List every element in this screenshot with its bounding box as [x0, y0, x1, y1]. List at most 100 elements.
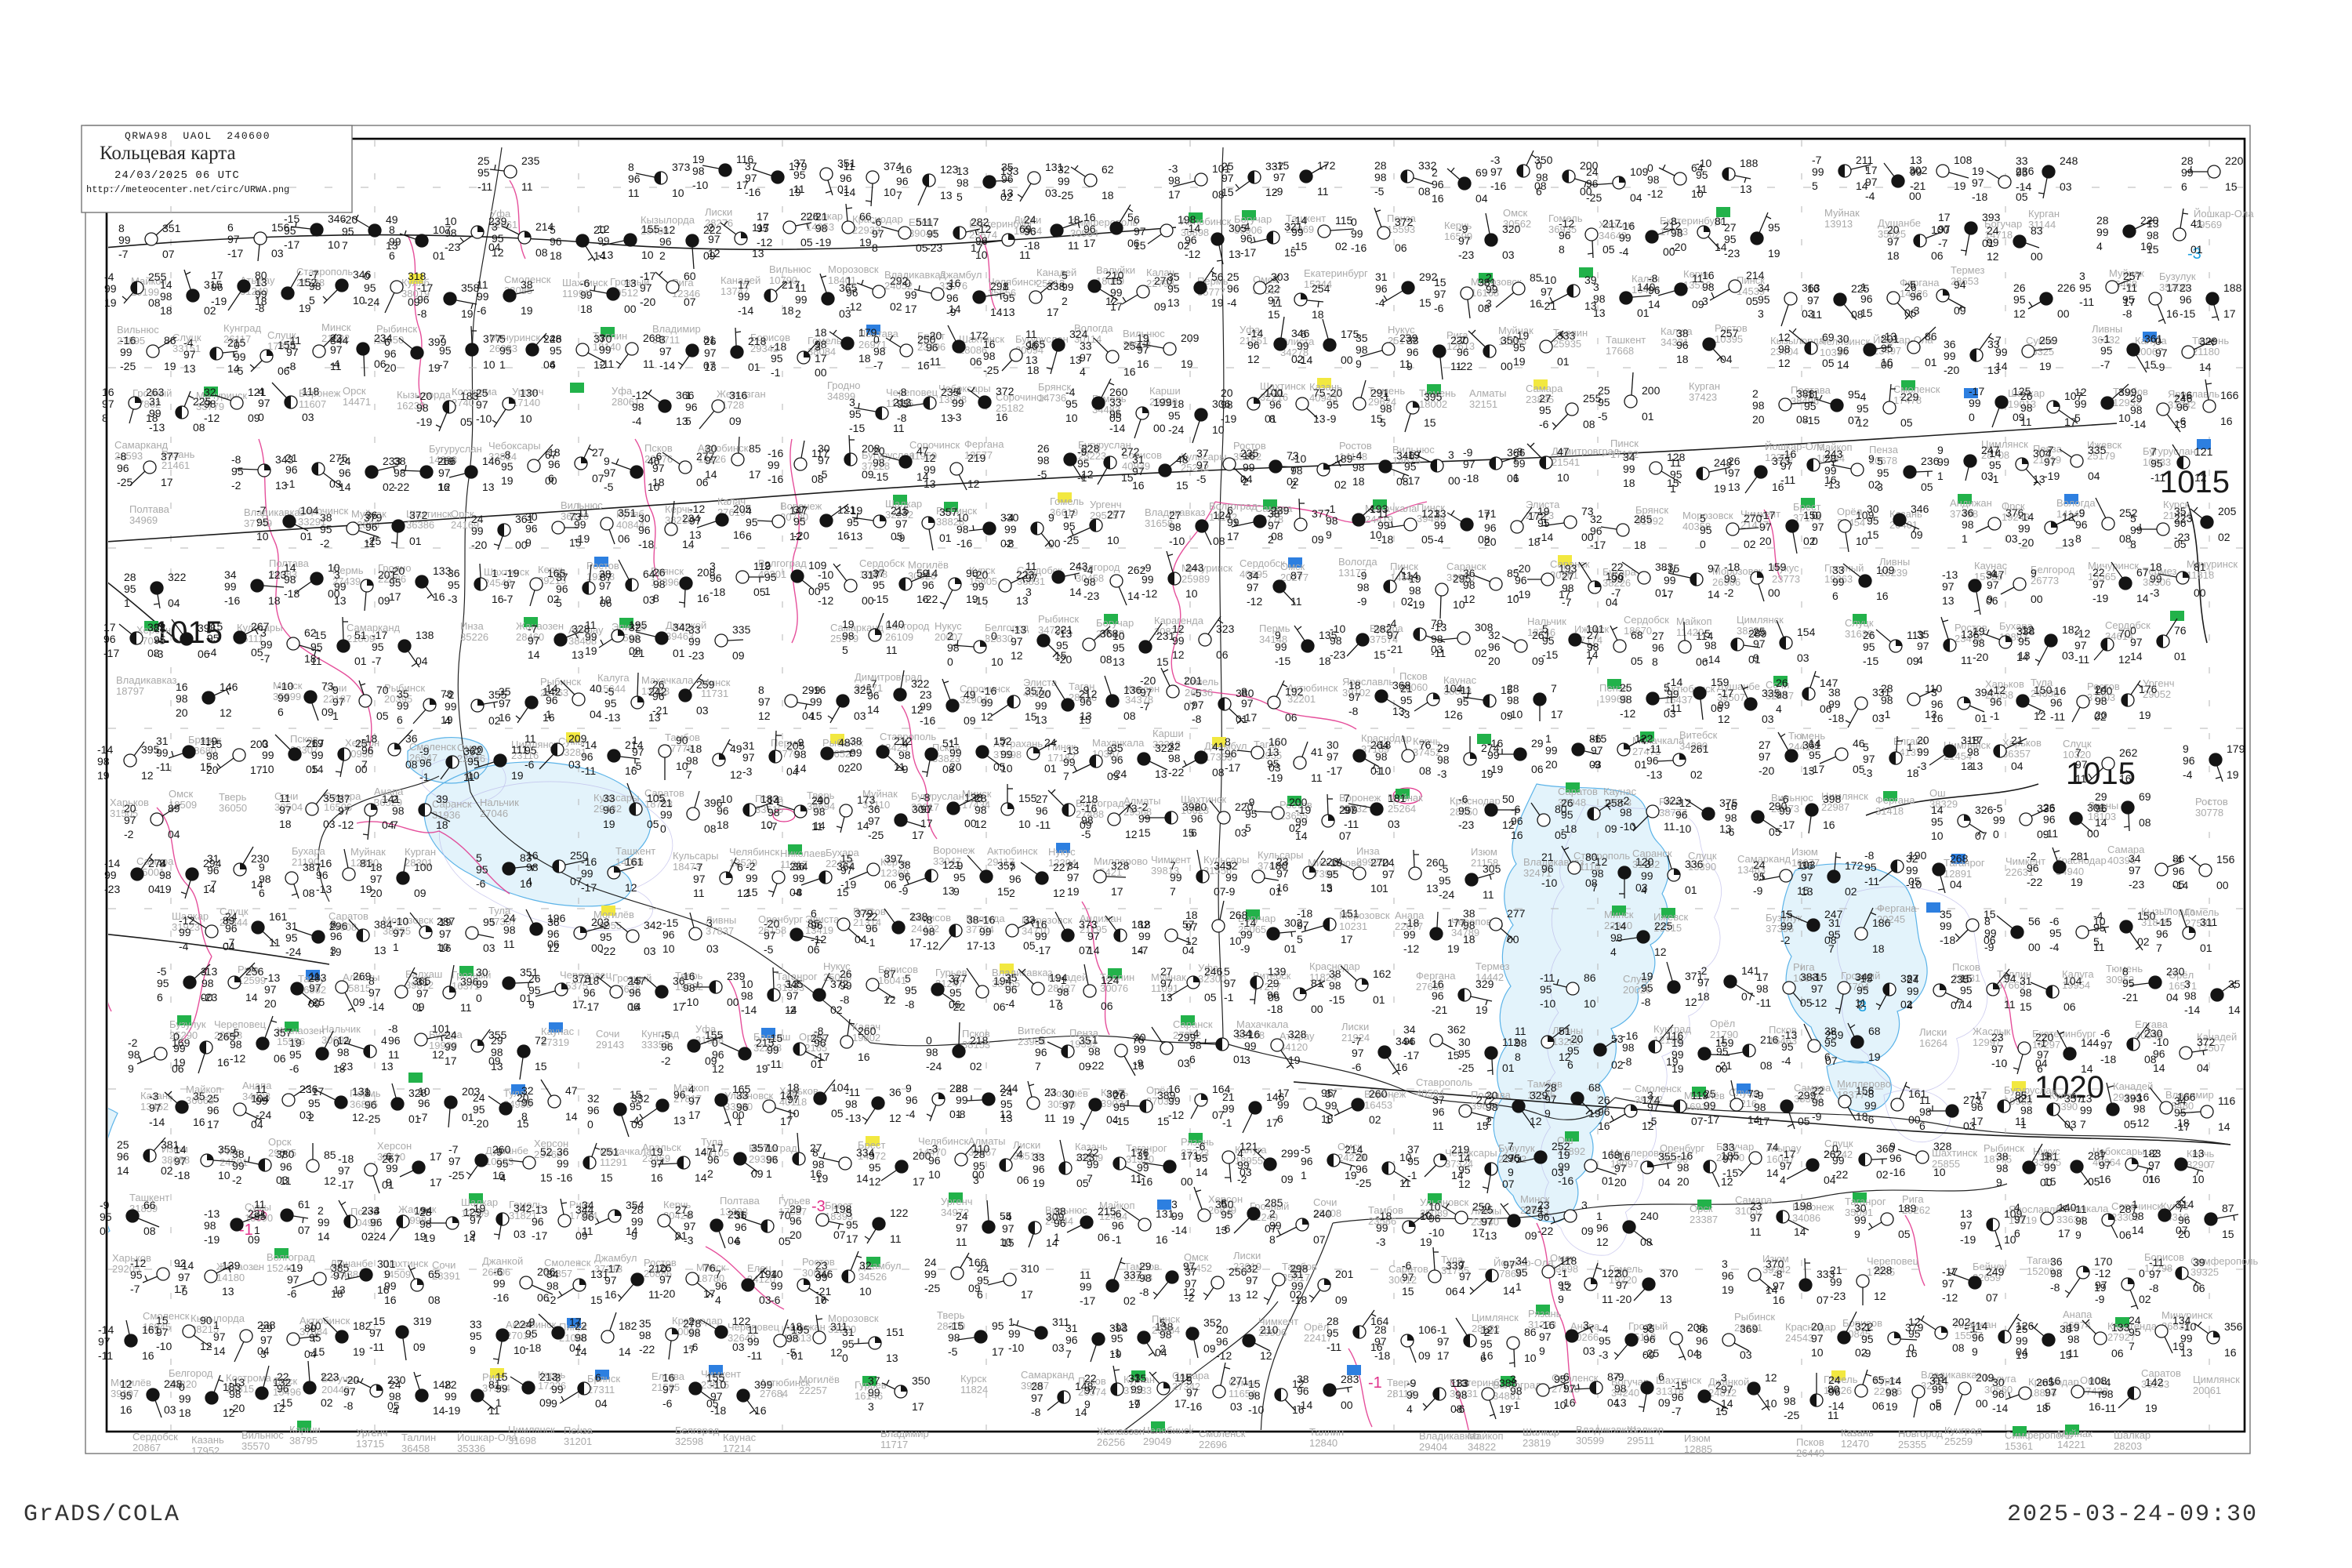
svg-text:395: 395 [1424, 390, 1443, 403]
svg-text:12: 12 [1778, 331, 1791, 343]
svg-text:1: 1 [492, 567, 498, 579]
svg-text:Гродно: Гродно [827, 379, 860, 391]
svg-text:-8: -8 [2122, 307, 2132, 320]
svg-text:13: 13 [624, 277, 637, 289]
svg-text:99: 99 [104, 869, 117, 881]
svg-text:-11: -11 [926, 355, 941, 368]
svg-text:11: 11 [2020, 416, 2032, 428]
svg-text:11: 11 [886, 644, 898, 656]
svg-text:-9: -9 [953, 859, 964, 872]
svg-text:49: 49 [730, 742, 742, 755]
svg-text:Вологда: Вологда [1338, 556, 1377, 568]
svg-text:97: 97 [745, 172, 757, 184]
svg-text:08: 08 [2139, 816, 2151, 829]
svg-text:-7: -7 [503, 593, 514, 605]
svg-text:99: 99 [1724, 572, 1737, 585]
svg-text:21: 21 [2011, 734, 2024, 746]
svg-text:95: 95 [1867, 514, 1879, 527]
svg-text:-9: -9 [1463, 446, 1473, 459]
svg-text:-11: -11 [477, 180, 492, 193]
svg-text:-16: -16 [224, 594, 240, 607]
svg-text:Белгород: Белгород [2031, 564, 2075, 575]
svg-text:5: 5 [1863, 741, 1869, 753]
svg-text:-4: -4 [1434, 533, 1444, 546]
svg-text:0: 0 [905, 277, 911, 289]
svg-text:Муйнак: Муйнак [1824, 207, 1860, 219]
svg-text:17: 17 [1083, 237, 1096, 249]
svg-text:-1: -1 [1326, 503, 1336, 515]
svg-text:96: 96 [1675, 808, 1688, 821]
svg-text:19: 19 [1181, 358, 1193, 370]
svg-text:-16: -16 [956, 537, 972, 550]
svg-text:14: 14 [1648, 298, 1661, 310]
svg-text:98: 98 [1380, 402, 1392, 415]
svg-text:3: 3 [710, 560, 716, 572]
svg-text:98: 98 [1352, 461, 1365, 474]
svg-text:17: 17 [815, 352, 827, 365]
svg-text:-18: -18 [1724, 561, 1740, 573]
svg-text:01: 01 [300, 530, 313, 543]
svg-text:28: 28 [1824, 452, 1837, 465]
svg-text:99: 99 [1910, 165, 1922, 178]
svg-text:96: 96 [285, 463, 298, 476]
svg-text:6: 6 [389, 249, 395, 262]
svg-text:19: 19 [692, 153, 705, 165]
svg-text:226: 226 [2057, 281, 2076, 294]
svg-text:96: 96 [2027, 862, 2039, 874]
svg-text:02: 02 [838, 762, 851, 775]
svg-text:-17: -17 [1327, 764, 1342, 777]
svg-text:14: 14 [2199, 361, 2212, 373]
svg-text:98: 98 [2130, 404, 2143, 416]
svg-text:95: 95 [953, 871, 966, 884]
svg-text:-12: -12 [179, 914, 194, 927]
svg-text:99: 99 [278, 691, 290, 704]
svg-text:98: 98 [1431, 633, 1443, 645]
svg-text:16: 16 [2220, 415, 2233, 427]
svg-text:384: 384 [374, 918, 393, 931]
svg-text:96: 96 [1586, 177, 1599, 190]
svg-text:08: 08 [1418, 185, 1431, 198]
svg-text:08: 08 [1419, 764, 1432, 777]
svg-text:9: 9 [2183, 742, 2189, 755]
svg-text:98: 98 [1587, 641, 1599, 653]
svg-text:99: 99 [120, 346, 132, 358]
svg-text:96: 96 [1990, 695, 2002, 708]
svg-text:372: 372 [996, 385, 1014, 397]
svg-text:97: 97 [1917, 640, 1929, 652]
svg-text:-12: -12 [1647, 187, 1663, 200]
svg-text:14: 14 [1931, 804, 1944, 816]
svg-text:95: 95 [600, 931, 612, 943]
svg-text:97: 97 [920, 803, 933, 815]
svg-text:20: 20 [124, 802, 136, 815]
svg-text:24: 24 [1586, 165, 1599, 178]
svg-text:26: 26 [1863, 629, 1875, 641]
svg-text:-11: -11 [2079, 296, 2094, 308]
svg-text:104: 104 [300, 504, 319, 517]
svg-text:17: 17 [909, 936, 922, 949]
svg-text:96: 96 [547, 927, 560, 940]
svg-text:38: 38 [1676, 327, 1689, 339]
svg-text:03: 03 [1045, 187, 1058, 199]
svg-text:-6: -6 [1511, 803, 1521, 815]
svg-text:10: 10 [1112, 630, 1125, 642]
svg-text:95: 95 [1758, 293, 1770, 306]
svg-text:97: 97 [1387, 629, 1399, 641]
svg-text:95: 95 [757, 222, 769, 234]
svg-text:-18: -18 [1377, 533, 1393, 546]
svg-text:189: 189 [1334, 452, 1353, 465]
svg-text:97: 97 [2130, 636, 2143, 648]
svg-text:23: 23 [2180, 281, 2192, 294]
svg-text:99: 99 [1832, 575, 1845, 588]
svg-text:-12: -12 [1247, 595, 1262, 608]
svg-text:-2: -2 [124, 828, 134, 840]
svg-text:96: 96 [550, 235, 562, 248]
svg-text:15: 15 [840, 852, 853, 865]
svg-text:6: 6 [259, 887, 265, 899]
svg-text:8: 8 [389, 223, 395, 236]
svg-text:97: 97 [1344, 804, 1356, 816]
svg-text:11: 11 [1068, 239, 1080, 252]
svg-text:12: 12 [2074, 386, 2087, 398]
svg-text:95: 95 [364, 281, 376, 294]
svg-text:96: 96 [866, 922, 878, 935]
svg-text:96: 96 [1269, 398, 1282, 411]
